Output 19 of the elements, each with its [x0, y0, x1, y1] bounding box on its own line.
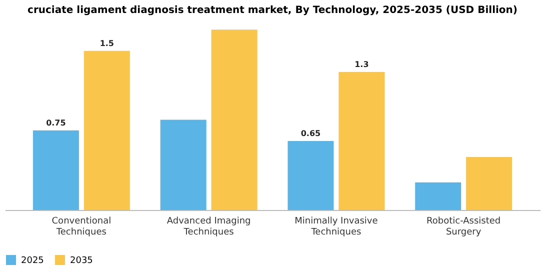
data-label: 0.75 — [46, 118, 66, 128]
data-label: 0.65 — [300, 129, 322, 138]
bar — [211, 30, 258, 210]
bar — [466, 156, 512, 210]
legend-label: 2025 — [21, 256, 44, 266]
chart-title: cruciate ligament diagnosis treatment market, By Technology, 2025-2035 (USD Billion) — [28, 5, 518, 16]
data-label: 1.3 — [354, 60, 369, 70]
bar — [84, 50, 130, 210]
x-tick-label: Advanced Imaging Techniques — [166, 216, 251, 238]
bar — [160, 120, 206, 210]
bar — [288, 141, 334, 210]
bar — [415, 182, 462, 210]
bar — [338, 72, 385, 210]
x-tick-label: Robotic-Assisted Surgery — [426, 216, 501, 238]
x-tick-label: Minimally Invasive Techniques — [294, 216, 378, 238]
legend-label: 2035 — [70, 256, 93, 266]
bar — [32, 130, 79, 210]
x-tick-label: Conventional Techniques — [52, 216, 112, 238]
data-label: 1.5 — [100, 38, 114, 48]
